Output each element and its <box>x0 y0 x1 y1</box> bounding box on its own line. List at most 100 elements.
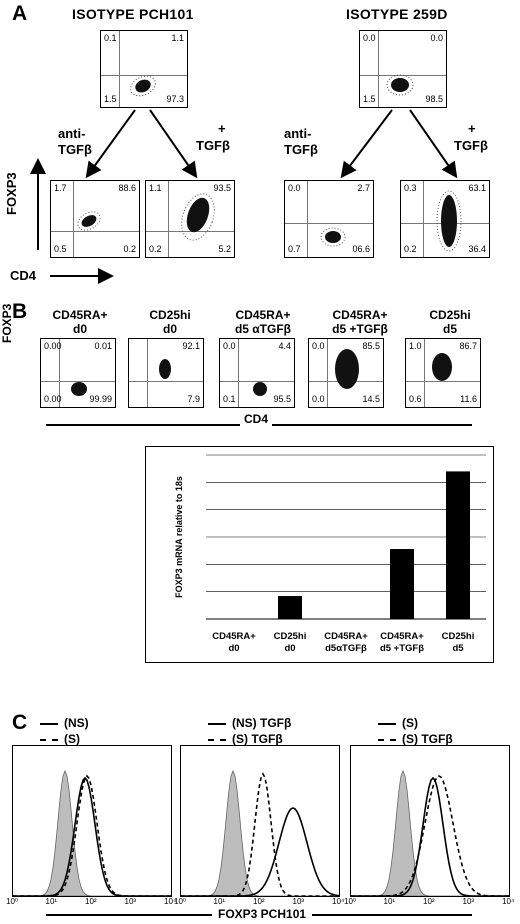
cd4-axis-label-b: CD4 <box>240 412 273 426</box>
x-tick-label: 10³ <box>292 897 305 906</box>
tgf-plus-label-right: TGFβ <box>454 138 488 153</box>
quadrant-ul: 0.0 <box>363 33 376 43</box>
quadrant-lr: 06.6 <box>352 244 370 254</box>
quadrant-ur: 92.1 <box>182 341 200 351</box>
quadrant-ul: 1.1 <box>149 183 162 193</box>
histogram-curves <box>181 769 339 896</box>
legend-swatch <box>378 738 396 741</box>
cd4-foxp3-plot-5: 1.0 86.7 0.6 11.6 <box>405 338 481 408</box>
quadrant-ur: 0.0 <box>430 33 443 43</box>
legend-swatch <box>40 722 58 725</box>
legend-text: (NS) <box>64 716 89 730</box>
histogram-3 <box>350 745 510 897</box>
category-label: CD25hi <box>442 631 475 642</box>
foxp3-axis-label-b: FOXP3 <box>0 303 14 343</box>
panel-b-letter: B <box>12 300 28 323</box>
quadrant-lr: 7.9 <box>187 394 200 404</box>
col-label-5: CD25hi d5 <box>429 308 471 336</box>
quadrant-ll: 1.5 <box>104 94 117 104</box>
legend-entry-solid: (NS) TGFβ <box>208 716 291 730</box>
x-tick-label: 10³ <box>462 897 475 906</box>
bar-4 <box>390 549 414 619</box>
quadrant-lr: 98.5 <box>425 94 443 104</box>
plus-label-left: + <box>218 121 226 136</box>
x-tick-label: 10⁴ <box>502 897 515 906</box>
quadrant-ur: 2.7 <box>357 183 370 193</box>
x-tick-label: 10¹ <box>213 897 226 906</box>
quadrant-ll: 0.2 <box>149 244 162 254</box>
legend-swatch <box>378 722 396 725</box>
legend-entry-dashed: (S) <box>40 732 80 746</box>
category-label: CD45RA+ <box>324 631 368 642</box>
quadrant-lr: 95.5 <box>273 394 291 404</box>
dot-cloud <box>432 353 452 381</box>
quadrant-ur: 63.1 <box>468 183 486 193</box>
dot-cloud <box>253 382 267 396</box>
histogram-2 <box>180 745 340 897</box>
dot-cloud <box>320 227 346 247</box>
quadrant-ur: 88.6 <box>118 183 136 193</box>
category-label: d5 +TGFβ <box>380 643 424 654</box>
plot-pch101-anti-tgfb: 1.7 88.6 0.5 0.2 <box>50 180 140 258</box>
col-label-2: CD25hi d0 <box>149 308 191 336</box>
isotype-plot-pch101: 0.1 1.1 1.5 97.3 <box>100 30 188 108</box>
quadrant-ll: 0.0 <box>312 394 325 404</box>
x-tick-label: 10¹ <box>383 897 396 906</box>
x-tick-label: 10³ <box>124 897 137 906</box>
dot-cloud <box>159 359 171 379</box>
quadrant-ll: 0.1 <box>223 394 236 404</box>
quadrant-ll: 0.5 <box>54 244 67 254</box>
legend-text: (S) TGFβ <box>402 732 453 746</box>
category-label: d5αTGFβ <box>325 643 367 654</box>
tgf-label-left: TGFβ <box>58 142 92 157</box>
isotype-title-pch101: ISOTYPE PCH101 <box>72 6 194 22</box>
col-label-4: CD45RA+ d5 +TGFβ <box>332 308 388 336</box>
plot-pch101-plus-tgfb: 1.1 93.5 0.2 5.2 <box>145 180 235 258</box>
x-tick-label: 10⁰ <box>174 897 187 906</box>
panel-c-letter: C <box>12 711 28 734</box>
quadrant-ul: 0.3 <box>404 183 417 193</box>
legend-entry-solid: (S) <box>378 716 418 730</box>
quadrant-ll: 0.6 <box>409 394 422 404</box>
category-label: CD25hi <box>274 631 307 642</box>
quadrant-lr: 11.6 <box>460 394 477 404</box>
cd4-foxp3-plot-1: 0.00 0.01 0.00 99.99 <box>40 338 116 408</box>
x-tick-label: 10⁰ <box>344 897 357 906</box>
quadrant-lr: 97.3 <box>166 94 184 104</box>
quadrant-ul: 0.00 <box>44 341 62 351</box>
quadrant-ul: 0.0 <box>288 183 301 193</box>
quadrant-ll: 0.2 <box>404 244 417 254</box>
x-tick-label: 10⁴ <box>164 897 177 906</box>
quadrant-ll: 1.5 <box>363 94 376 104</box>
legend-swatch <box>208 722 226 725</box>
bar-5 <box>446 471 470 619</box>
cd4-foxp3-plot-3: 0.0 4.4 0.1 95.5 <box>219 338 295 408</box>
isotype-title-259d: ISOTYPE 259D <box>346 6 448 22</box>
dot-cloud <box>436 190 462 252</box>
bar-chart-frame: FOXP3 mRNA relative to 18s CD45RA+ d0 CD25h… <box>145 446 494 663</box>
bar-chart-ylabel: FOXP3 mRNA relative to 18s <box>174 476 184 598</box>
x-tick-label: 10¹ <box>45 897 58 906</box>
x-tick-label: 10² <box>253 897 265 906</box>
legend-text: (S) <box>402 716 418 730</box>
dot-cloud <box>130 75 156 97</box>
quadrant-ul: 0.0 <box>312 341 325 351</box>
foxp3-axis-label-a: FOXP3 <box>4 172 19 215</box>
quadrant-ul: 0.1 <box>104 33 117 43</box>
tgf-plus-label-left: TGFβ <box>196 138 230 153</box>
quadrant-ur: 93.5 <box>213 183 231 193</box>
x-tick-label: 10⁴ <box>332 897 345 906</box>
bar-chart: FOXP3 mRNA relative to 18s CD45RA+ d0 CD25h… <box>174 454 486 654</box>
legend-text: (NS) TGFβ <box>232 716 292 730</box>
category-label: d0 <box>228 643 239 654</box>
cd4-axis-label-a: CD4 <box>10 268 37 283</box>
bar-2 <box>278 596 302 619</box>
anti-label-left: anti- <box>58 126 86 141</box>
tgf-label-right: TGFβ <box>284 142 318 157</box>
dot-cloud <box>335 349 359 389</box>
dot-cloud <box>71 382 87 396</box>
anti-label-right: anti- <box>284 126 312 141</box>
x-tick-label: 10⁰ <box>6 897 19 906</box>
foxp3-pch101-axis-label: FOXP3 PCH101 <box>212 907 313 921</box>
legend-swatch <box>208 738 226 741</box>
